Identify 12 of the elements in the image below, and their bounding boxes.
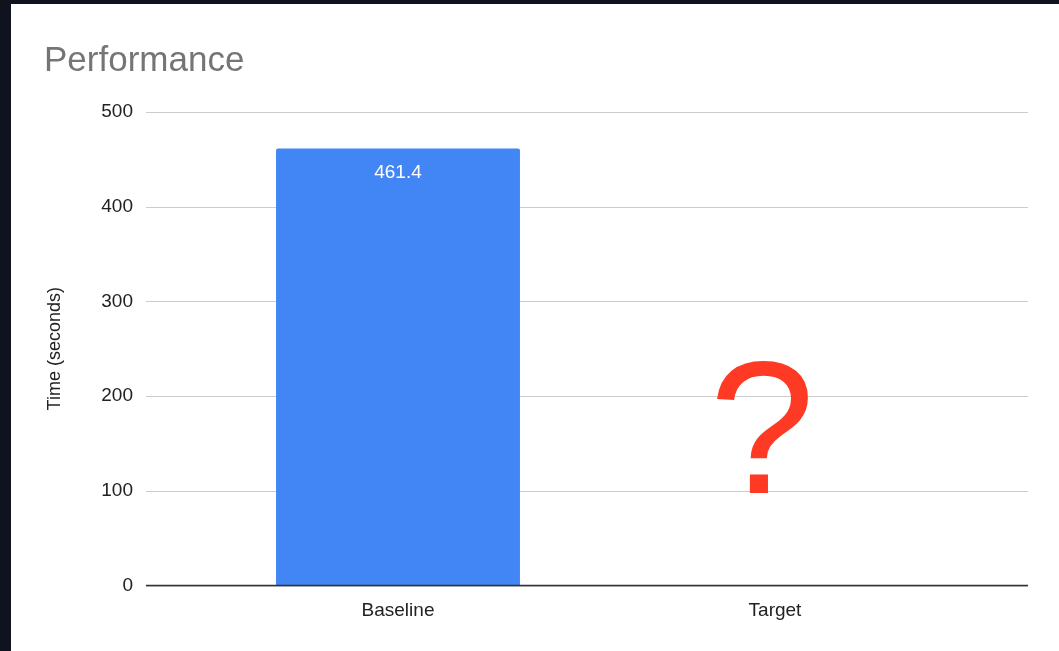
y-tick-label: 0 [122,573,133,595]
y-tick-label: 100 [101,479,133,501]
annotation: ? [709,321,815,534]
x-tick-label: Target [748,599,803,621]
y-axis-title: Time (seconds) [43,287,64,411]
chart-title: Performance [44,39,245,78]
y-tick-label: 200 [101,384,133,406]
data-label: 461.4 [374,160,423,182]
y-tick-label: 300 [101,289,133,311]
x-tick-label: Baseline [361,599,435,621]
y-tick-label: 500 [101,100,133,122]
y-tick-label: 400 [101,194,133,216]
